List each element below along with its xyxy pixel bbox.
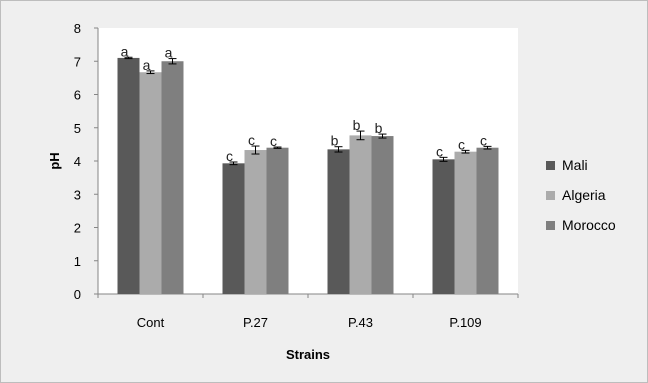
x-tick-label: P.109 [449,315,481,330]
y-tick-label: 1 [74,254,81,269]
legend-swatch [546,190,555,200]
bar [349,135,372,294]
bar [266,147,289,294]
significance-letter: c [248,132,255,148]
y-tick-label: 2 [74,221,81,236]
legend-item: Algeria [546,186,646,204]
y-tick-label: 6 [74,88,81,103]
significance-letter: c [436,143,443,159]
significance-letter: c [270,133,277,149]
legend-label: Mali [562,157,588,173]
bar [454,151,477,294]
y-tick-label: 5 [74,121,81,136]
bar [244,150,267,294]
legend-swatch [546,160,555,170]
x-axis-title: Strains [286,347,330,362]
bar [476,147,499,294]
y-tick-label: 3 [74,187,81,202]
significance-letter: b [375,120,383,136]
bar [161,61,184,294]
bar [327,149,350,294]
legend: Mali Algeria Morocco [546,156,646,246]
y-tick-label: 8 [74,21,81,36]
legend-item: Mali [546,156,646,174]
legend-label: Algeria [562,187,606,203]
legend-label: Morocco [562,217,616,233]
significance-letter: a [165,45,173,61]
bar [139,72,162,294]
x-tick-label: P.43 [348,315,373,330]
y-tick-label: 4 [74,154,81,169]
significance-letter: a [143,57,151,73]
bar [117,57,140,294]
y-tick-label: 0 [74,287,81,302]
significance-letter: a [121,43,129,59]
significance-letter: b [331,133,339,149]
x-tick-label: P.27 [243,315,268,330]
bar [222,163,245,294]
legend-item: Morocco [546,216,646,234]
significance-letter: c [458,136,465,152]
y-axis-title: pH [47,152,62,169]
y-tick-label: 7 [74,54,81,69]
significance-letter: b [353,117,361,133]
x-tick-label: Cont [137,315,165,330]
legend-swatch [546,220,555,230]
bar [432,159,455,294]
significance-letter: c [480,132,487,148]
significance-letter: c [226,148,233,164]
bar [371,136,394,294]
